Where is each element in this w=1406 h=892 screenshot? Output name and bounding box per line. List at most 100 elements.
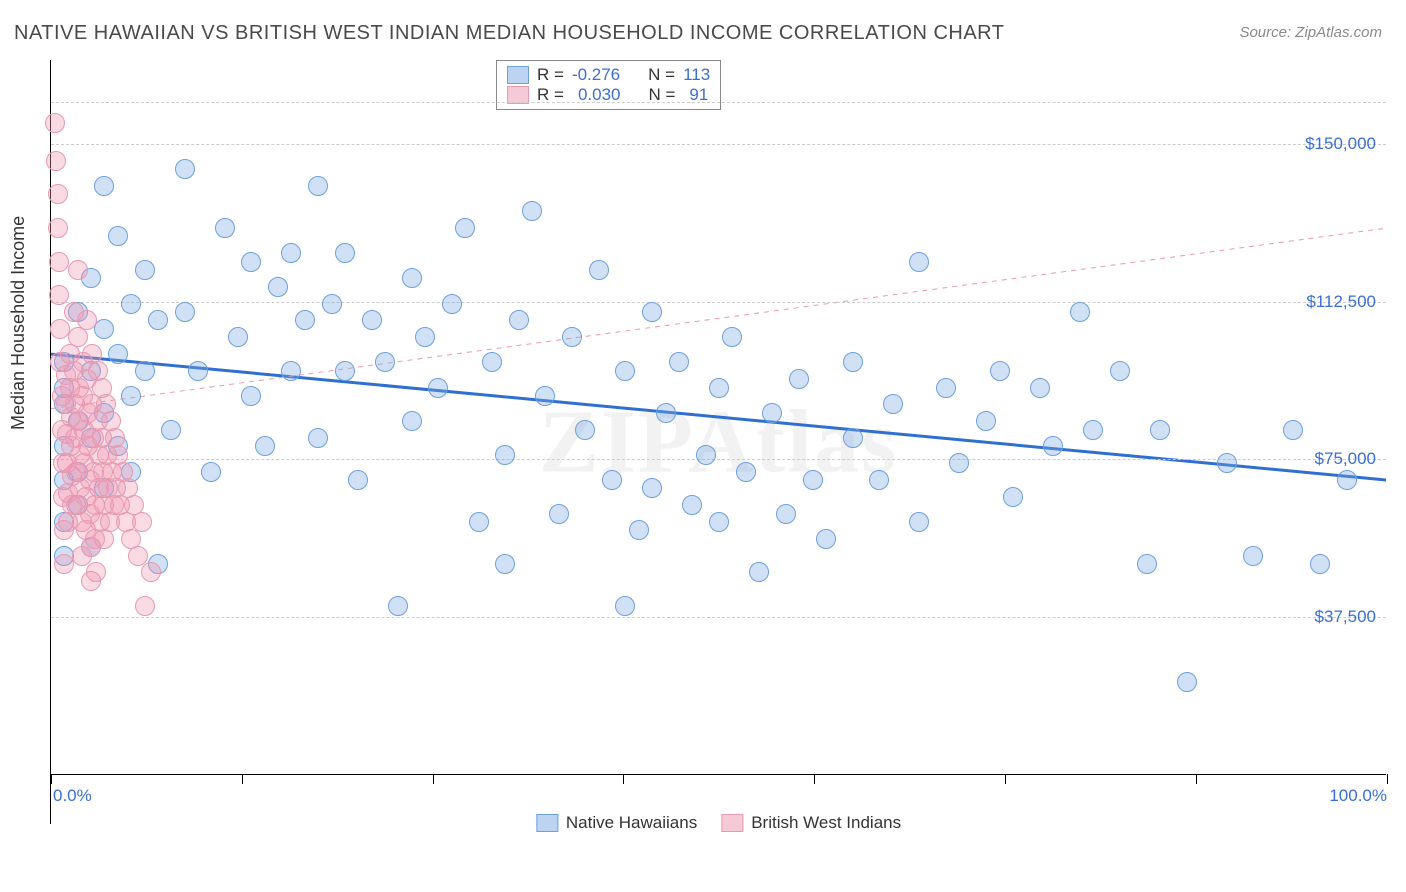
data-point (615, 596, 635, 616)
legend-swatch (721, 814, 743, 832)
gridline (51, 102, 1386, 103)
data-point (843, 352, 863, 372)
data-point (255, 436, 275, 456)
data-point (736, 462, 756, 482)
data-point (48, 218, 68, 238)
data-point (549, 504, 569, 524)
data-point (121, 386, 141, 406)
data-point (883, 394, 903, 414)
data-point (936, 378, 956, 398)
data-point (135, 596, 155, 616)
data-point (1030, 378, 1050, 398)
data-point (201, 462, 221, 482)
data-point (48, 184, 68, 204)
y-tick-label: $75,000 (1315, 449, 1376, 469)
data-point (132, 512, 152, 532)
data-point (362, 310, 382, 330)
legend-label: Native Hawaiians (566, 813, 697, 833)
data-point (128, 546, 148, 566)
x-tick (1387, 774, 1388, 784)
data-point (45, 113, 65, 133)
data-point (135, 361, 155, 381)
data-point (909, 512, 929, 532)
data-point (949, 453, 969, 473)
data-point (241, 386, 261, 406)
x-tick (1005, 774, 1006, 784)
data-point (348, 470, 368, 490)
data-point (295, 310, 315, 330)
y-axis-label: Median Household Income (8, 216, 29, 430)
data-point (308, 428, 328, 448)
data-point (816, 529, 836, 549)
data-point (535, 386, 555, 406)
data-point (656, 403, 676, 423)
data-point (869, 470, 889, 490)
data-point (188, 361, 208, 381)
data-point (281, 361, 301, 381)
x-tick (433, 774, 434, 784)
x-tick (51, 774, 52, 784)
source-credit: Source: ZipAtlas.com (1239, 24, 1382, 41)
x-tick (1196, 774, 1197, 784)
data-point (642, 478, 662, 498)
x-tick-label: 100.0% (1329, 786, 1387, 858)
data-point (148, 310, 168, 330)
data-point (575, 420, 595, 440)
y-tick-label: $112,500 (1306, 292, 1376, 312)
data-point (228, 327, 248, 347)
gridline (51, 617, 1386, 618)
data-point (469, 512, 489, 532)
chart-title: NATIVE HAWAIIAN VS BRITISH WEST INDIAN M… (14, 22, 1004, 45)
plot-area: ZIPAtlas R = -0.276 N = 113 R = 0.030 N … (50, 60, 1386, 824)
data-point (522, 201, 542, 221)
data-point (49, 285, 69, 305)
data-point (1243, 546, 1263, 566)
data-point (1110, 361, 1130, 381)
data-point (495, 445, 515, 465)
data-point (615, 361, 635, 381)
data-point (1137, 554, 1157, 574)
series-legend: Native Hawaiians British West Indians (536, 784, 901, 862)
n-value: 113 (683, 65, 710, 85)
data-point (308, 176, 328, 196)
y-tick-label: $150,000 (1305, 134, 1376, 154)
x-tick (623, 774, 624, 784)
legend-swatch (536, 814, 558, 832)
data-point (1150, 420, 1170, 440)
data-point (482, 352, 502, 372)
data-point (976, 411, 996, 431)
data-point (175, 159, 195, 179)
legend-swatch (507, 66, 529, 84)
data-point (803, 470, 823, 490)
data-point (121, 294, 141, 314)
data-point (77, 310, 97, 330)
data-point (909, 252, 929, 272)
data-point (722, 327, 742, 347)
data-point (1337, 470, 1357, 490)
data-point (1003, 487, 1023, 507)
data-point (335, 361, 355, 381)
data-point (509, 310, 529, 330)
data-point (402, 411, 422, 431)
data-point (562, 327, 582, 347)
data-point (642, 302, 662, 322)
data-point (94, 176, 114, 196)
data-point (375, 352, 395, 372)
data-point (1310, 554, 1330, 574)
x-tick-label: 0.0% (53, 786, 92, 858)
data-point (281, 243, 301, 263)
data-point (589, 260, 609, 280)
data-point (175, 302, 195, 322)
data-point (709, 378, 729, 398)
gridline (51, 459, 1386, 460)
data-point (322, 294, 342, 314)
n-label: N = (648, 65, 675, 85)
trend-line (51, 354, 1386, 480)
y-tick-label: $37,500 (1315, 607, 1376, 627)
data-point (161, 420, 181, 440)
data-point (135, 260, 155, 280)
legend-row: R = -0.276 N = 113 (507, 65, 710, 85)
r-value: -0.276 (572, 65, 620, 85)
r-label: R = (537, 65, 564, 85)
data-point (268, 277, 288, 297)
